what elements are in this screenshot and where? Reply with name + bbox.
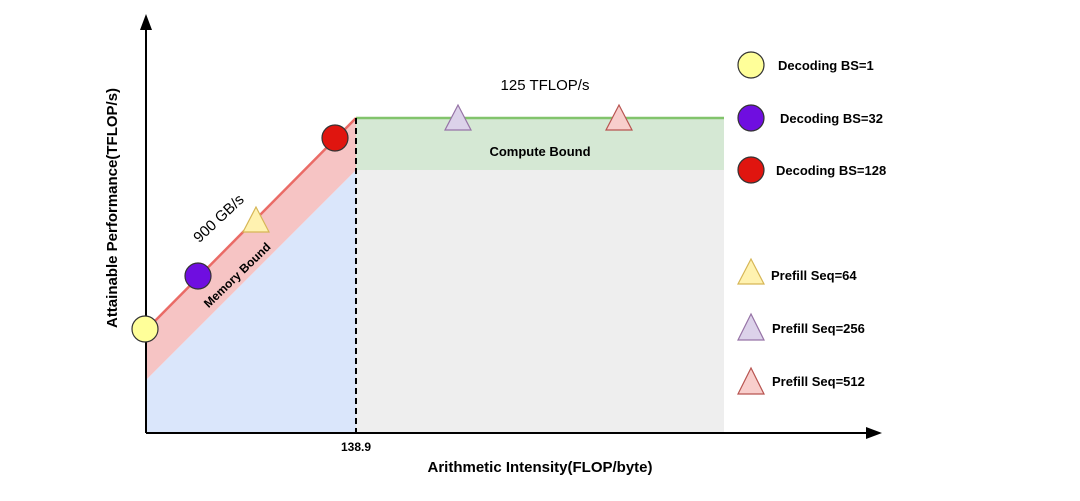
legend-item-prefill-seq256: Prefill Seq=256 — [737, 312, 865, 341]
decoding-bs1-marker — [131, 315, 159, 343]
peak-compute-label: 125 TFLOP/s — [501, 77, 590, 94]
decoding-bs32-marker — [184, 262, 212, 290]
ridge-tick-label: 138.9 — [341, 440, 371, 454]
y-axis-label: Attainable Performance(TFLOP/s) — [104, 88, 121, 328]
legend-label: Prefill Seq=64 — [771, 268, 857, 283]
legend-label: Decoding BS=128 — [776, 163, 886, 178]
legend-label: Decoding BS=32 — [780, 111, 883, 126]
x-axis-label: Arithmetic Intensity(FLOP/byte) — [427, 459, 652, 476]
x-axis-arrow — [866, 427, 882, 439]
legend-triangle-icon — [737, 366, 765, 395]
memory-bound-band — [146, 118, 356, 380]
legend: Decoding BS=1 Decoding BS=32 Decoding BS… — [737, 51, 886, 395]
legend-triangle-icon — [737, 257, 765, 285]
legend-label: Prefill Seq=256 — [772, 321, 865, 336]
legend-label: Decoding BS=1 — [778, 58, 874, 73]
legend-circle-icon — [737, 156, 765, 184]
legend-item-decoding-bs128: Decoding BS=128 — [737, 156, 886, 184]
compute-bound-area — [356, 170, 724, 433]
prefill-seq64-marker — [242, 205, 270, 233]
prefill-seq512-marker — [605, 103, 633, 131]
memory-bound-area — [146, 170, 356, 433]
legend-item-prefill-seq512: Prefill Seq=512 — [737, 366, 865, 395]
legend-triangle-icon — [737, 312, 765, 341]
compute-bound-label: Compute Bound — [489, 144, 590, 159]
y-axis-arrow — [140, 14, 152, 30]
legend-item-decoding-bs1: Decoding BS=1 — [737, 51, 874, 79]
compute-bound-band — [356, 118, 724, 170]
decoding-bs128-marker — [321, 124, 349, 152]
legend-circle-icon — [737, 104, 765, 132]
legend-item-decoding-bs32: Decoding BS=32 — [737, 104, 883, 132]
prefill-seq256-marker — [444, 103, 472, 131]
legend-label: Prefill Seq=512 — [772, 374, 865, 389]
legend-circle-icon — [737, 51, 765, 79]
legend-item-prefill-seq64: Prefill Seq=64 — [737, 257, 857, 285]
